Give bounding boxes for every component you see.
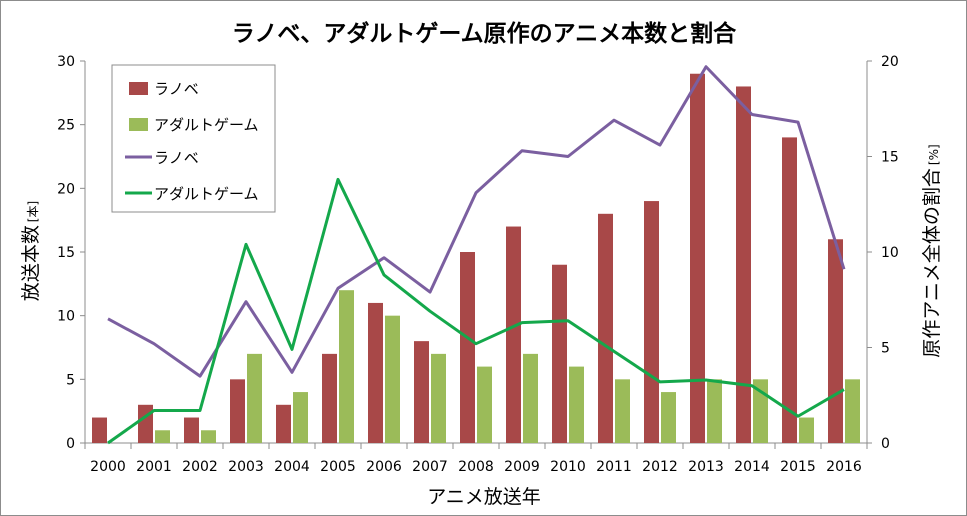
- y2-axis-label-text: 原作アニメ全体の割合: [921, 168, 943, 358]
- left-tick-label: 30: [57, 54, 75, 70]
- left-axis-ticks: 0 5 10 15 20 25 30: [57, 54, 85, 452]
- y2-axis-label-group: 原作アニメ全体の割合 [%]: [921, 144, 943, 357]
- bar-ranobe: [230, 379, 245, 443]
- bar-ranobe: [644, 201, 659, 443]
- bar-adult-game: [155, 430, 170, 443]
- bar-group: [92, 73, 860, 443]
- x-tick-label: 2001: [136, 459, 172, 475]
- bar-ranobe: [598, 213, 613, 443]
- line-adult-game-share: [107, 177, 845, 445]
- right-tick-label: 15: [881, 150, 899, 166]
- left-tick-label: 5: [66, 372, 75, 388]
- bar-adult-game: [339, 290, 354, 443]
- bar-adult-game: [845, 379, 860, 443]
- bar-ranobe: [184, 417, 199, 443]
- bar-adult-game: [661, 392, 676, 443]
- right-axis-ticks: 0 5 10 15 20: [867, 54, 899, 452]
- legend-label-ranobe-bar: ラノベ: [154, 80, 199, 98]
- x-tick-label: 2003: [228, 459, 264, 475]
- bar-ranobe: [138, 404, 153, 443]
- x-axis-label: アニメ放送年: [427, 486, 541, 508]
- legend-swatch-adult-game-bar: [129, 118, 148, 131]
- y2-axis-label: 原作アニメ全体の割合 [%]: [921, 144, 943, 357]
- right-tick-label: 10: [881, 245, 899, 261]
- bar-adult-game: [799, 417, 814, 443]
- x-tick-label: 2002: [182, 459, 218, 475]
- y-axis-label: 放送本数 [本]: [20, 201, 42, 301]
- bar-adult-game: [293, 392, 308, 443]
- left-tick-label: 0: [66, 436, 75, 452]
- left-tick-label: 10: [57, 309, 75, 325]
- bar-ranobe: [506, 226, 521, 443]
- x-tick-label: 2016: [826, 459, 862, 475]
- bar-ranobe: [552, 264, 567, 443]
- legend-label-adult-game-line: アダルトゲーム: [154, 185, 259, 203]
- right-tick-label: 0: [881, 436, 890, 452]
- bar-ranobe: [368, 302, 383, 443]
- right-tick-label: 20: [881, 54, 899, 70]
- y-axis-label-group: 放送本数 [本]: [20, 201, 42, 301]
- x-tick-label: 2006: [366, 459, 402, 475]
- bar-adult-game: [569, 366, 584, 443]
- line-ranobe-share: [107, 65, 846, 378]
- left-tick-label: 20: [57, 181, 75, 197]
- legend-swatch-ranobe-bar: [129, 82, 148, 95]
- bar-ranobe: [690, 73, 705, 443]
- left-tick-label: 25: [57, 118, 75, 134]
- x-tick-label: 2000: [90, 459, 126, 475]
- x-tick-label: 2014: [734, 459, 770, 475]
- x-tick-label: 2012: [642, 459, 678, 475]
- bar-ranobe: [782, 137, 797, 443]
- x-axis-ticks: 2000 2001 2002 2003 2004 2005 2006 2007 2008 2009…: [84, 443, 868, 475]
- x-tick-label: 2015: [780, 459, 816, 475]
- legend-label-ranobe-line: ラノベ: [154, 149, 199, 167]
- bar-ranobe: [414, 341, 429, 443]
- line-group: [107, 65, 846, 445]
- chart-title: ラノベ、アダルトゲーム原作のアニメ本数と割合: [232, 20, 737, 47]
- bar-adult-game: [707, 379, 722, 443]
- bar-adult-game: [385, 315, 400, 443]
- x-tick-label: 2008: [458, 459, 494, 475]
- legend: ラノベ アダルトゲーム ラノベ アダルトゲーム: [111, 64, 276, 213]
- bar-ranobe: [92, 417, 107, 443]
- y-axis-label-unit: [本]: [26, 201, 40, 222]
- y-axis-label-text: 放送本数: [20, 225, 42, 301]
- right-tick-label: 5: [881, 341, 890, 357]
- bar-ranobe: [828, 239, 843, 443]
- bar-ranobe: [736, 86, 751, 443]
- x-tick-label: 2007: [412, 459, 448, 475]
- left-tick-label: 15: [57, 245, 75, 261]
- bar-adult-game: [431, 353, 446, 443]
- bar-adult-game: [201, 430, 216, 443]
- x-tick-label: 2011: [596, 459, 632, 475]
- bar-adult-game: [615, 379, 630, 443]
- x-tick-label: 2004: [274, 459, 310, 475]
- x-tick-label: 2009: [504, 459, 540, 475]
- bar-ranobe: [460, 252, 475, 443]
- bar-adult-game: [477, 366, 492, 443]
- bar-adult-game: [523, 353, 538, 443]
- legend-label-adult-game-bar: アダルトゲーム: [154, 116, 259, 134]
- bar-ranobe: [276, 404, 291, 443]
- bar-adult-game: [247, 353, 262, 443]
- x-tick-label: 2013: [688, 459, 724, 475]
- x-tick-label: 2010: [550, 459, 586, 475]
- x-tick-label: 2005: [320, 459, 356, 475]
- y2-axis-label-unit: [%]: [927, 144, 941, 165]
- bar-ranobe: [322, 353, 337, 443]
